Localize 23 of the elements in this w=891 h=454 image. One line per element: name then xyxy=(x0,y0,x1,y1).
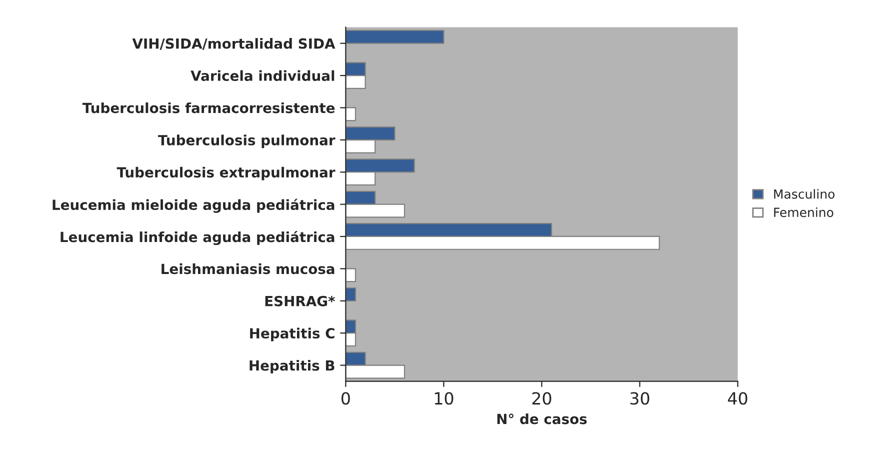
y-tick-label: ESHRAG* xyxy=(265,296,336,306)
x-tick-label: 40 xyxy=(728,392,748,405)
bar xyxy=(346,287,356,302)
bar xyxy=(346,30,444,44)
bar xyxy=(346,268,356,282)
bar xyxy=(346,107,356,122)
y-tick-label: Tuberculosis extrapulmonar xyxy=(116,166,336,180)
y-tick-label: Tuberculosis farmacorresistente xyxy=(82,102,335,114)
y-tick-label: Leishmaniasis mucosa xyxy=(162,263,334,274)
y-tick-label: Hepatitis C xyxy=(250,328,334,342)
y-tick-label: VIH/SIDA/mortalidad SIDA xyxy=(132,38,336,50)
x-tick-label: 0 xyxy=(342,392,350,405)
legend-label: Femenino xyxy=(774,207,834,218)
y-tick-label: Varicela individual xyxy=(190,70,334,82)
y-tick-label: Tuberculosis pulmonar xyxy=(158,134,336,148)
legend-label: Masculino xyxy=(774,189,835,199)
y-tick-label: Leucemia linfoide aguda pediátrica xyxy=(60,230,334,246)
y-tick-label: Leucemia mieloide aguda pediátrica xyxy=(52,198,334,213)
x-axis-title: N° de casos xyxy=(497,413,587,424)
x-tick-label: 10 xyxy=(434,392,454,405)
x-tick-label: 30 xyxy=(630,392,650,405)
y-tick-label: Hepatitis B xyxy=(250,360,334,374)
x-tick-label: 20 xyxy=(532,392,552,405)
